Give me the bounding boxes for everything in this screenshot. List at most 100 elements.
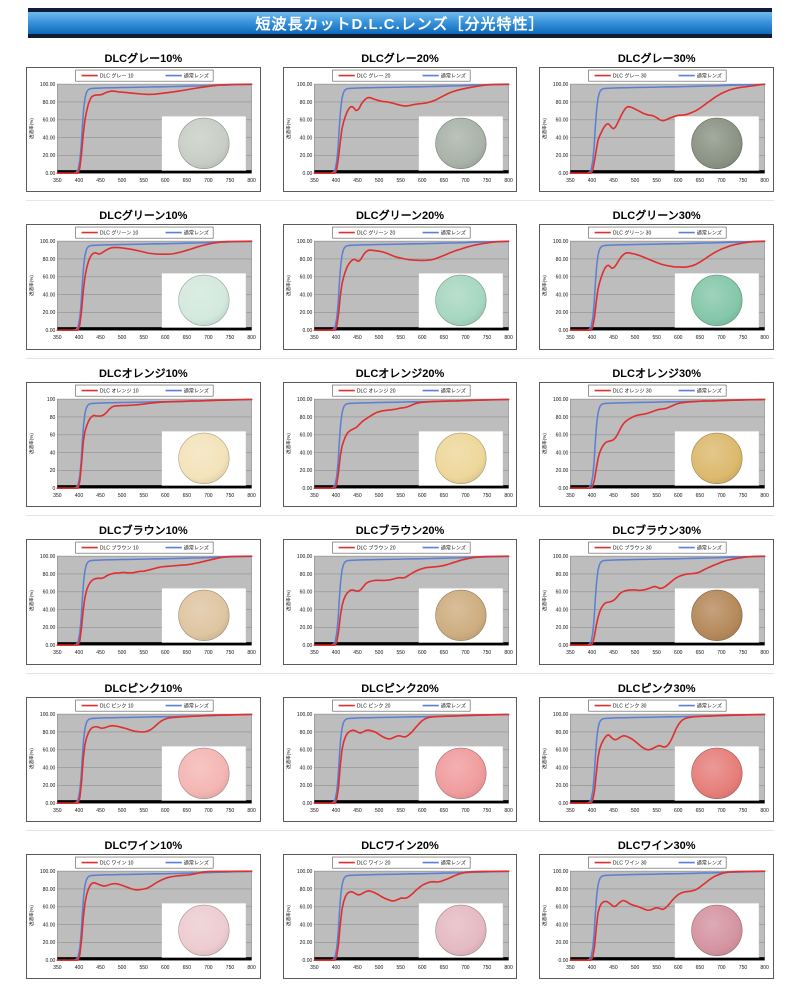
chart-frame: 100.00 80.00 60.00 40.00 20.00 0.00 透過率(%) 350 4… [539, 224, 775, 350]
dlc-series-line [56, 398, 253, 489]
normal-lens-line [569, 83, 766, 174]
x-tick-label: 500 [375, 335, 384, 341]
lens-circle [434, 590, 487, 642]
chart-title: DLCワイン20% [361, 840, 439, 853]
y-axis-title: 透過率(%) [541, 432, 548, 454]
x-tick-label: 800 [247, 178, 256, 184]
x-tick-label: 800 [504, 807, 513, 813]
dlc-series-line [569, 713, 766, 804]
x-tick-label: 600 [161, 335, 170, 341]
x-tick-label: 400 [331, 650, 340, 656]
x-tick-label: 400 [331, 335, 340, 341]
x-axis-baseline [314, 170, 509, 174]
y-tick-label: 40.00 [299, 765, 312, 771]
x-tick-label: 400 [75, 178, 84, 184]
y-tick-label: 40.00 [43, 922, 56, 928]
y-tick-label: 80.00 [43, 257, 56, 263]
x-tick-label: 700 [718, 807, 727, 813]
dlc-series-line [313, 870, 510, 962]
y-tick-label: 20.00 [299, 153, 312, 159]
x-tick-label: 350 [566, 493, 575, 499]
lens-circle [178, 117, 230, 169]
y-tick-label: 40.00 [556, 293, 569, 299]
y-tick-label: 40.00 [299, 450, 312, 456]
x-tick-label: 800 [504, 965, 513, 971]
x-tick-label: 650 [696, 965, 705, 971]
x-tick-label: 650 [439, 807, 448, 813]
x-tick-label: 600 [161, 650, 170, 656]
x-axis-baseline [570, 484, 765, 489]
x-tick-label: 800 [247, 335, 256, 341]
legend-red-label: DLC オレンジ 10 [100, 388, 139, 394]
chart-title: DLCピンク10% [104, 682, 183, 695]
chart-panel: DLCブラウン30% 100.00 80.00 60.00 40.00 20.00 0.0… [539, 522, 775, 665]
x-tick-label: 650 [183, 335, 192, 341]
x-tick-label: 550 [396, 178, 405, 184]
x-tick-label: 500 [631, 965, 640, 971]
x-tick-label: 400 [588, 650, 597, 656]
x-tick-label: 500 [375, 965, 384, 971]
y-tick-label: 20.00 [556, 153, 569, 159]
legend-red-label: DLC ブラウン 10 [100, 545, 139, 552]
y-axis-title: 透過率(%) [285, 747, 292, 769]
y-tick-label: 100.00 [297, 869, 313, 875]
chart-svg: 100.00 80.00 60.00 40.00 20.00 0.00 透過率(%) 350 4… [541, 856, 769, 971]
x-tick-label: 700 [204, 178, 213, 184]
x-tick-label: 450 [353, 650, 362, 656]
y-tick-label: 60.00 [556, 905, 569, 911]
x-tick-label: 500 [118, 335, 127, 341]
legend-blue-label: 通常レンズ [440, 230, 465, 237]
chart-title: DLCワイン30% [617, 840, 696, 853]
dlc-series-line [56, 83, 253, 175]
x-axis-baseline [314, 327, 509, 331]
chart-svg: 100.00 80.00 60.00 40.00 20.00 0.00 透過率(%) 350 4… [285, 699, 513, 813]
legend-red-label: DLC グリーン 30 [613, 230, 652, 237]
dlc-series-line [569, 83, 766, 175]
y-axis-title: 透過率(%) [285, 118, 292, 140]
x-tick-label: 650 [183, 965, 192, 971]
y-tick-label: 60.00 [556, 118, 569, 124]
x-tick-label: 750 [739, 493, 748, 499]
x-tick-label: 700 [718, 178, 727, 184]
x-tick-label: 550 [653, 335, 662, 341]
legend-blue-label: 通常レンズ [697, 702, 722, 709]
y-axis-title: 透過率(%) [28, 118, 35, 140]
x-tick-label: 800 [247, 807, 256, 813]
x-tick-label: 600 [161, 807, 170, 813]
normal-lens-line [56, 870, 253, 961]
chart-frame: 100.00 80.00 60.00 40.00 20.00 0.00 透過率(%) 350 4… [26, 224, 261, 350]
x-axis-baseline [570, 799, 765, 804]
chart-svg: 100.00 80.00 60.00 40.00 20.00 0.00 透過率(%) 350 4… [541, 69, 769, 184]
legend-box [588, 227, 727, 239]
y-tick-label: 0.00 [302, 486, 312, 492]
normal-lens-line [56, 83, 253, 174]
y-tick-label: 100.00 [297, 712, 313, 718]
y-tick-label: 80.00 [556, 729, 569, 735]
y-tick-label: 100.00 [297, 554, 313, 560]
y-tick-label: 0.00 [46, 801, 56, 807]
legend-box [588, 541, 727, 554]
lens-circle [178, 747, 230, 799]
x-tick-label: 750 [226, 650, 235, 656]
y-tick-label: 80.00 [299, 415, 312, 421]
x-tick-label: 350 [566, 807, 575, 813]
y-tick-label: 20.00 [556, 625, 569, 631]
x-tick-label: 650 [696, 335, 705, 341]
chart-frame: 100.00 80.00 60.00 40.00 20.00 0.00 透過率(%) 350 4… [26, 67, 261, 193]
x-tick-label: 600 [674, 650, 683, 656]
normal-lens-line [313, 241, 509, 332]
y-tick-label: 40.00 [43, 608, 56, 614]
chart-panel: DLCピンク10% 100.00 80.00 60.00 40.00 20.00 0.00… [26, 680, 261, 823]
x-tick-label: 750 [226, 965, 235, 971]
y-tick-label: 40 [50, 450, 56, 456]
x-tick-label: 350 [53, 650, 62, 656]
y-tick-label: 100.00 [40, 239, 56, 245]
chart-panel: DLCワイン30% 100.00 80.00 60.00 40.00 20.00 0.00… [539, 837, 775, 980]
x-tick-label: 750 [482, 493, 491, 499]
legend-red-label: DLC ピンク 30 [613, 703, 647, 709]
chart-svg: 100.00 80.00 60.00 40.00 20.00 0.00 透過率(%) 350 4… [285, 69, 513, 184]
chart-frame: 100.00 80.00 60.00 40.00 20.00 0.00 透過率(%) 350 4… [282, 224, 518, 350]
chart-frame: 100.00 80.00 60.00 40.00 20.00 0.00 透過率(%) 350 4… [539, 854, 775, 980]
x-tick-label: 500 [375, 493, 384, 499]
y-tick-label: 80.00 [556, 100, 569, 106]
